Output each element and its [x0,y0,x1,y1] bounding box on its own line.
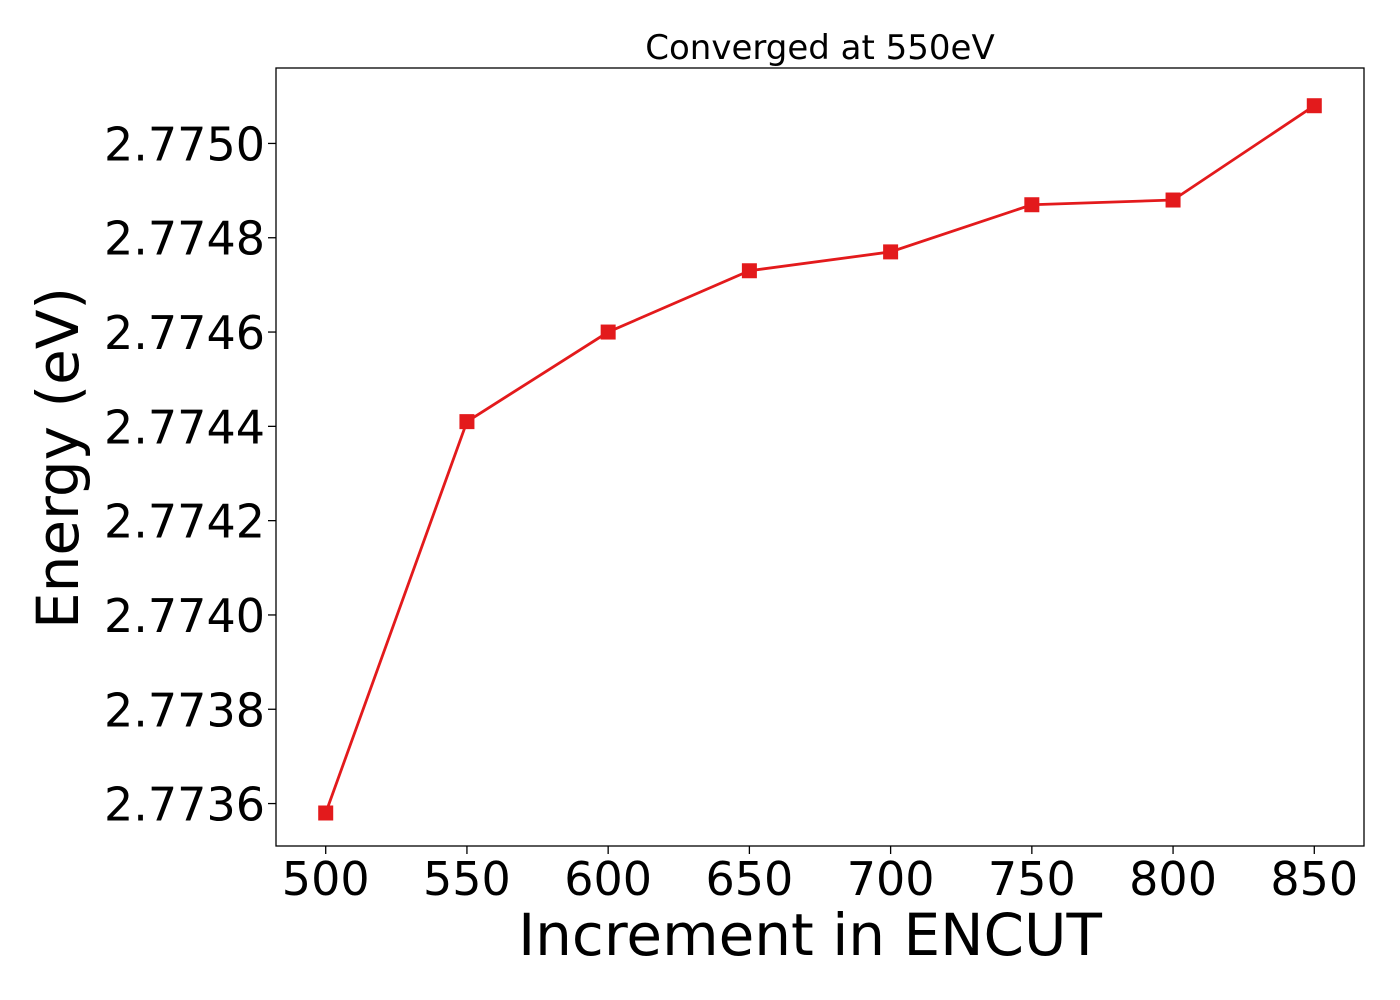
x-tick-label: 700 [847,852,935,906]
data-point-marker [1306,98,1322,114]
x-tick-label: 750 [988,852,1076,906]
plot-area: 500 550 600 650 700 750 800 850 2.7736 2.7738 2.77… [104,67,1365,906]
x-tick-label: 800 [1129,852,1217,906]
series-line [324,104,1316,814]
data-point-marker [1165,192,1181,208]
data-point-marker [741,263,757,279]
data-point-marker [318,805,334,821]
y-tick-label: 2.7748 [104,212,265,266]
x-tick-label: 550 [423,852,511,906]
data-point-marker [459,414,475,430]
y-axis-title: Energy (eV) [24,287,92,629]
x-tick-label: 600 [564,852,652,906]
data-point-marker [600,324,616,340]
chart-title: Converged at 550eV [645,28,994,68]
y-tick-label: 2.7750 [104,117,265,171]
y-tick-label: 2.7744 [104,400,265,454]
data-point-marker [1024,197,1040,213]
y-tick-label: 2.7738 [104,683,265,737]
axes-frame [275,67,1365,847]
x-tick-label: 850 [1270,852,1358,906]
y-tick-label: 2.7746 [104,306,265,360]
x-tick-label: 650 [705,852,793,906]
y-tick-label: 2.7740 [104,589,265,643]
y-tick-label: 2.7736 [104,778,265,832]
data-point-marker [883,244,899,260]
y-tick-label: 2.7742 [104,495,265,549]
x-tick-label: 500 [282,852,370,906]
x-axis-title: Increment in ENCUT [518,901,1102,969]
